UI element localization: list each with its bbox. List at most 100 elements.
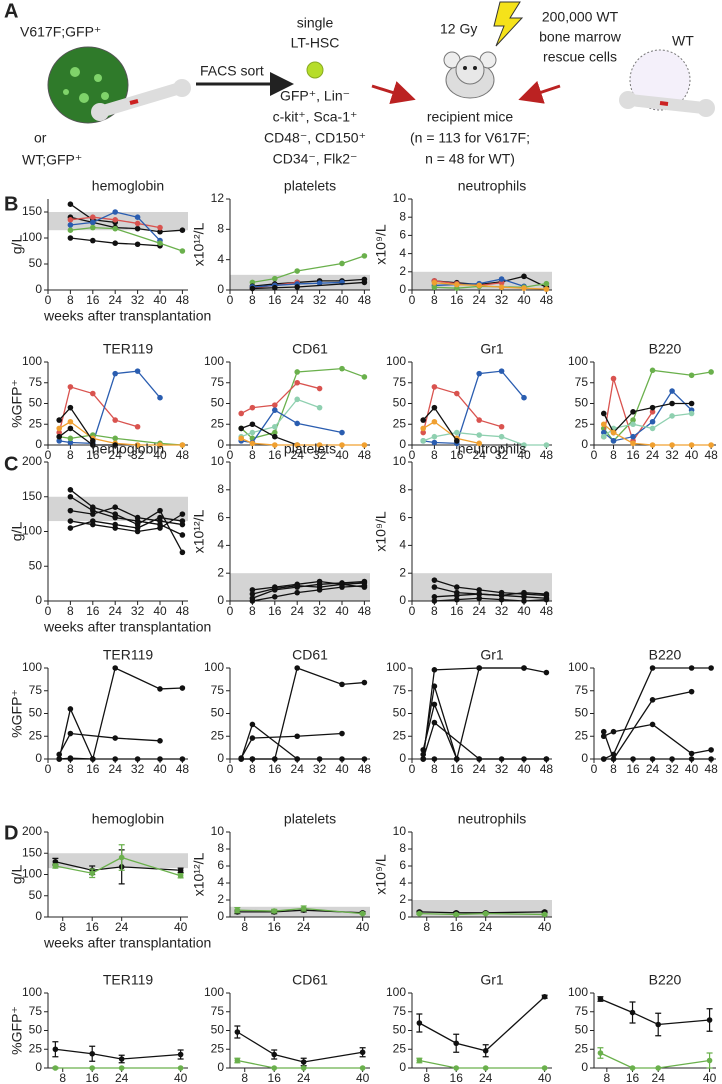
- y-tick-label: 100: [568, 985, 588, 999]
- x-tick-label: 24: [473, 293, 487, 307]
- data-point: [177, 867, 184, 874]
- x-tick-label: 24: [109, 604, 123, 618]
- x-tick-label: 40: [685, 762, 699, 776]
- data-point: [67, 525, 74, 531]
- data-point: [316, 578, 323, 585]
- y-tick-label: 100: [386, 660, 406, 674]
- x-tick-label: 24: [652, 1071, 666, 1084]
- y-tick-label: 10: [211, 454, 225, 468]
- y-tick-label: 25: [393, 416, 407, 430]
- data-point: [249, 421, 256, 428]
- cell-line: GFP⁺, Lin⁻: [280, 88, 350, 104]
- y-tick-label: 75: [211, 683, 225, 697]
- y-tick-label: 50: [211, 396, 225, 410]
- data-point: [249, 429, 256, 436]
- series-line: [422, 721, 547, 760]
- data-point: [688, 665, 695, 671]
- data-point: [157, 756, 163, 762]
- data-point: [649, 409, 656, 415]
- y-tick-label: 25: [211, 1041, 225, 1055]
- y-axis-label: %GFP⁺: [9, 379, 25, 428]
- data-point: [134, 423, 141, 430]
- y-tick-label: 50: [575, 706, 589, 720]
- data-point: [361, 374, 368, 380]
- data-point: [420, 417, 427, 423]
- data-point: [249, 285, 256, 292]
- data-point: [431, 598, 438, 604]
- data-point: [294, 589, 301, 596]
- x-tick-label: 8: [431, 604, 438, 618]
- data-point: [521, 598, 527, 604]
- axis: [47, 993, 188, 1069]
- data-point: [453, 1040, 460, 1047]
- x-tick-label: 48: [358, 293, 372, 307]
- data-point: [294, 396, 301, 403]
- data-point: [134, 225, 141, 232]
- x-tick-label: 16: [450, 920, 464, 934]
- chart-title: neutrophils: [458, 441, 527, 457]
- x-tick-label: 48: [540, 293, 554, 307]
- data-point: [688, 756, 695, 762]
- data-point: [339, 429, 345, 436]
- cell-line: CD48⁻, CD150⁺: [264, 130, 366, 146]
- x-tick-label: 40: [174, 1071, 188, 1084]
- y-tick-label: 75: [29, 375, 43, 389]
- data-point: [157, 224, 163, 231]
- series-line: [434, 282, 547, 290]
- x-tick-label: 24: [291, 604, 305, 618]
- y-tick-label: 50: [29, 1023, 43, 1037]
- y-axis-label: x10¹²/L: [191, 223, 207, 267]
- data-point: [610, 429, 617, 436]
- x-tick-label: 8: [249, 604, 256, 618]
- x-tick-label: 48: [540, 448, 554, 462]
- x-tick-label: 0: [45, 448, 52, 462]
- data-point: [521, 665, 527, 671]
- data-point: [420, 425, 427, 432]
- data-point: [134, 525, 141, 531]
- y-tick-label: 8: [217, 222, 224, 236]
- data-point: [134, 756, 141, 762]
- x-tick-label: 40: [703, 1071, 717, 1084]
- series-line: [603, 402, 692, 434]
- data-point: [431, 756, 438, 762]
- data-point: [476, 282, 483, 289]
- chart-title: hemoglobin: [92, 811, 164, 827]
- data-point: [112, 417, 118, 423]
- x-tick-label: 8: [241, 920, 248, 934]
- x-tick-label: 32: [495, 448, 509, 462]
- x-tick-label: 32: [131, 604, 145, 618]
- data-point: [610, 756, 617, 762]
- data-point: [157, 525, 163, 531]
- data-point: [688, 442, 695, 448]
- x-tick-label: 32: [495, 293, 509, 307]
- data-point: [294, 369, 301, 375]
- x-tick-label: 16: [86, 1071, 100, 1084]
- data-point: [629, 1065, 636, 1071]
- series-line: [422, 667, 547, 760]
- x-tick-label: 24: [109, 448, 123, 462]
- data-point: [610, 728, 617, 735]
- y-tick-label: 100: [204, 354, 224, 368]
- data-point: [431, 594, 438, 600]
- data-point: [67, 425, 74, 432]
- chart-title: hemoglobin: [92, 441, 164, 457]
- y-axis-label: g/L: [9, 865, 25, 885]
- x-tick-label: 16: [86, 293, 100, 307]
- data-point: [112, 504, 118, 510]
- data-point: [249, 587, 256, 593]
- x-tick-label: 16: [86, 604, 100, 618]
- y-tick-label: 100: [204, 985, 224, 999]
- x-tick-label: 40: [517, 448, 531, 462]
- data-point: [454, 390, 460, 397]
- x-tick-label: 0: [409, 293, 416, 307]
- y-tick-label: 0: [399, 282, 406, 296]
- data-point: [498, 284, 505, 291]
- data-point: [67, 217, 74, 223]
- x-tick-label: 16: [268, 762, 282, 776]
- x-tick-label: 8: [59, 1071, 66, 1084]
- axis: [229, 668, 370, 760]
- data-point: [361, 253, 368, 259]
- arrow: [518, 80, 561, 104]
- axis: [593, 668, 716, 760]
- data-point: [476, 756, 483, 762]
